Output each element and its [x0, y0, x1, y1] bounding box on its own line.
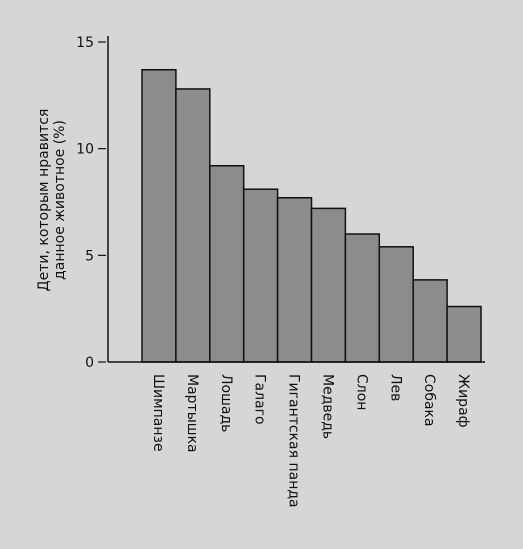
y-axis-label: данное животное (%)	[52, 120, 68, 280]
x-tick-label-group: Гигантская панда	[286, 374, 302, 508]
y-tick-label: 5	[85, 248, 94, 264]
x-tick-label-group: Шимпанзе	[150, 374, 166, 452]
bar	[378, 246, 414, 363]
x-tick-label-group: Слон	[353, 374, 369, 410]
bar	[446, 305, 482, 363]
x-tick-label-group: Медведь	[319, 374, 335, 439]
x-tick-label: Шимпанзе	[150, 374, 166, 452]
y-tick-label: 15	[76, 35, 94, 51]
bar	[310, 207, 347, 363]
x-tick-label-group: Лев	[387, 374, 403, 401]
y-tick-label: 10	[76, 142, 94, 158]
x-tick-label: Мартышка	[184, 374, 200, 453]
x-tick-label: Медведь	[319, 374, 335, 439]
x-tick-label-group: Жираф	[455, 374, 471, 428]
bar	[344, 233, 381, 363]
x-tick-label: Жираф	[455, 374, 471, 428]
bar	[242, 188, 279, 363]
x-tick-label: Галаго	[252, 374, 268, 425]
x-tick-label-group: Мартышка	[184, 374, 200, 453]
x-tick-label: Слон	[353, 374, 369, 410]
bar	[209, 164, 245, 363]
bar	[276, 196, 313, 363]
bar	[175, 88, 211, 363]
x-tick-label: Лев	[387, 374, 403, 401]
bar	[412, 279, 448, 363]
x-tick-label: Собака	[421, 374, 437, 427]
x-tick-label: Гигантская панда	[286, 374, 302, 508]
bar	[141, 68, 177, 363]
x-tick-label: Лошадь	[218, 374, 234, 432]
x-tick-label-group: Собака	[421, 374, 437, 427]
y-axis-label: Дети, которым нравится	[36, 109, 52, 292]
x-tick-label-group: Галаго	[252, 374, 268, 425]
y-tick-label: 0	[85, 355, 94, 371]
x-tick-label-group: Лошадь	[218, 374, 234, 432]
